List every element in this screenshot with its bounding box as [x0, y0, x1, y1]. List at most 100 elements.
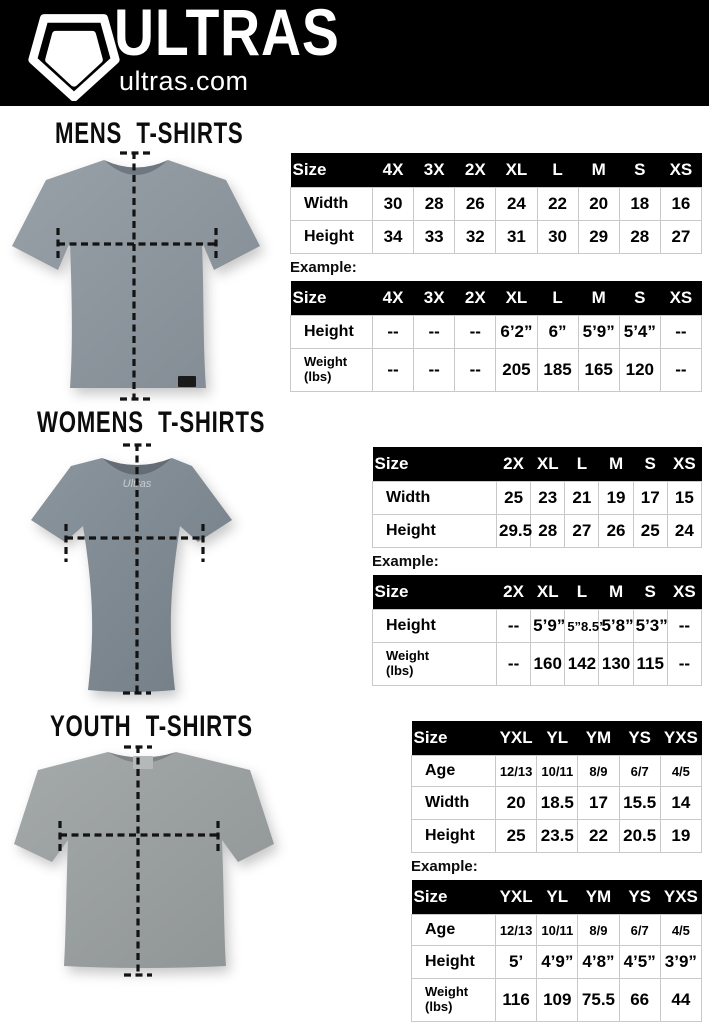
cell-value: 18.5 — [536, 786, 579, 821]
womens-section-heading: WOMENS T-SHIRTS — [37, 406, 266, 439]
mens-example-label: Example: — [290, 259, 357, 276]
table-row: Height 34 33 32 31 30 29 28 27 — [290, 220, 703, 254]
cell-value: 29.5 — [495, 514, 532, 548]
cell-value: 15 — [666, 481, 703, 515]
cell-value: 17 — [632, 481, 668, 515]
row-label: Width — [411, 786, 496, 821]
row-label: Weight (lbs) — [411, 978, 496, 1023]
size-column-header: M — [598, 447, 634, 482]
table-row: Width 30 28 26 24 22 20 18 16 — [290, 187, 703, 221]
womens-example-label: Example: — [372, 553, 439, 570]
cell-value: 19 — [659, 819, 703, 854]
youth-example-label: Example: — [411, 858, 478, 875]
table-header-row: Size YXL YL YM YS YXS — [411, 880, 702, 915]
womens-example-table: Size 2X XL L M S XS Height -- 5’9” 5”8.5” 5’8” 5’3” -… — [372, 575, 703, 686]
cell-value: -- — [371, 348, 415, 392]
cell-value: 12/13 — [494, 913, 538, 947]
cell-value: -- — [495, 609, 532, 643]
cell-value: 32 — [454, 220, 497, 254]
size-column-header: M — [578, 281, 620, 316]
cell-value: 4’9” — [536, 945, 579, 980]
row-label: Height — [372, 609, 497, 643]
size-column-header: 2X — [454, 153, 496, 188]
width-measure-line — [56, 228, 218, 262]
size-column-header: 3X — [413, 153, 455, 188]
cell-value: 29 — [577, 220, 620, 254]
cell-value: -- — [659, 348, 703, 392]
cell-value: 66 — [618, 978, 661, 1023]
height-measure-line — [124, 745, 152, 977]
size-column-header: XS — [667, 575, 702, 610]
cell-value: 160 — [530, 642, 566, 686]
row-label: Height — [411, 945, 496, 980]
table-header-row: Size 2X XL L M S XS — [372, 575, 702, 610]
youth-section-heading: YOUTH T-SHIRTS — [50, 710, 253, 743]
cell-value: 205 — [495, 348, 538, 392]
cell-value: 14 — [659, 786, 703, 821]
size-column-header: YM — [577, 880, 620, 915]
row-label: Weight (lbs) — [290, 348, 373, 392]
size-column-header: L — [564, 575, 599, 610]
cell-value: 6/7 — [618, 913, 661, 947]
table-row: Age 12/13 10/11 8/9 6/7 4/5 — [411, 913, 703, 947]
youth-example-table: Size YXL YL YM YS YXS Age 12/13 10/11 8/9 6/7 4/5 He… — [411, 880, 703, 1023]
size-column-header: YS — [619, 721, 661, 756]
cell-value: 116 — [494, 978, 538, 1023]
table-row: Height 29.5 28 27 26 25 24 — [372, 514, 703, 548]
brand-wordmark: ULTRAS — [114, 0, 340, 69]
cell-value: 20.5 — [618, 819, 661, 854]
size-column-header: M — [598, 575, 634, 610]
cell-value: 23.5 — [536, 819, 579, 854]
table-row: Height -- 5’9” 5”8.5” 5’8” 5’3” -- — [372, 609, 703, 643]
size-column-header: 3X — [413, 281, 455, 316]
cell-value: 3’9” — [659, 945, 703, 980]
cell-value: 15.5 — [618, 786, 661, 821]
cell-value: 24 — [495, 187, 538, 221]
size-column-header: YL — [536, 880, 578, 915]
size-column-label: Size — [290, 281, 373, 316]
size-column-label: Size — [372, 447, 497, 482]
row-label: Height — [411, 819, 496, 854]
width-measure-line — [58, 821, 220, 853]
youth-tshirt-shape — [14, 752, 274, 968]
cell-value: 4’8” — [577, 945, 620, 980]
size-column-header: XS — [660, 153, 702, 188]
row-label: Height — [290, 315, 373, 349]
cell-value: 22 — [536, 187, 579, 221]
table-row: Height -- -- -- 6’2” 6” 5’9” 5’4” -- — [290, 315, 703, 349]
cell-value: 6/7 — [618, 754, 661, 788]
table-header-row: Size 4X 3X 2X XL L M S XS — [290, 153, 702, 188]
cell-value: 20 — [494, 786, 538, 821]
cell-value: 5’9” — [577, 315, 620, 349]
table-row: Height 25 23.5 22 20.5 19 — [411, 819, 703, 854]
cell-value: 34 — [371, 220, 415, 254]
row-label: Width — [290, 187, 373, 221]
cell-value: 5’8” — [598, 609, 634, 643]
cell-value: 10/11 — [536, 913, 579, 947]
size-column-header: XL — [530, 575, 565, 610]
width-measure-line — [64, 524, 205, 562]
cell-value: 75.5 — [577, 978, 620, 1023]
cell-value: -- — [413, 348, 456, 392]
size-column-header: 2X — [496, 447, 531, 482]
size-column-header: XS — [667, 447, 702, 482]
size-column-header: 2X — [496, 575, 531, 610]
table-row: Weight (lbs) -- -- -- 205 185 165 120 -- — [290, 348, 703, 392]
size-column-label: Size — [290, 153, 373, 188]
cell-value: 26 — [454, 187, 497, 221]
collar — [104, 160, 168, 175]
womens-size-table: Size 2X XL L M S XS Width 25 23 21 19 17 15 Height 29.5… — [372, 447, 703, 548]
cell-value: 33 — [413, 220, 456, 254]
cell-value: 5’9” — [530, 609, 566, 643]
size-column-label: Size — [411, 880, 496, 915]
cell-value: 130 — [598, 642, 634, 686]
womens-tshirt-shape: Ultras — [31, 458, 232, 692]
table-row: Age 12/13 10/11 8/9 6/7 4/5 — [411, 754, 703, 788]
cell-value: 25 — [494, 819, 538, 854]
mens-tshirt-photo — [8, 150, 264, 402]
row-label: Width — [372, 481, 497, 515]
size-column-header: YS — [619, 880, 661, 915]
row-label: Height — [372, 514, 497, 548]
cell-value: 30 — [371, 187, 415, 221]
